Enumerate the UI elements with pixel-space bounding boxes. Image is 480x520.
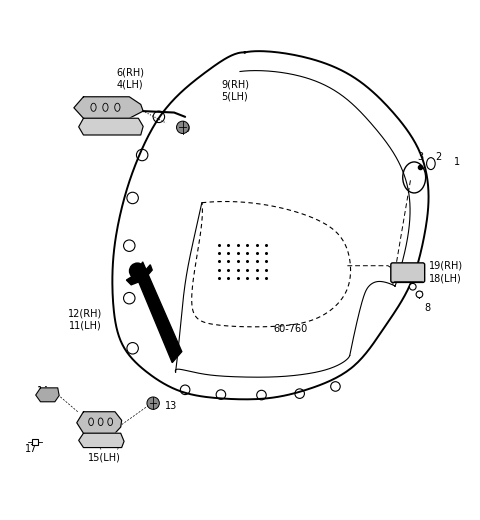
Text: 13: 13 [165,400,177,411]
Text: 3: 3 [417,152,423,162]
Text: 60-760: 60-760 [273,324,307,334]
Polygon shape [126,265,152,285]
Text: 19(RH)
18(LH): 19(RH) 18(LH) [429,261,463,283]
Polygon shape [36,388,59,402]
Text: 12(RH)
11(LH): 12(RH) 11(LH) [68,308,102,331]
Polygon shape [79,118,143,135]
Text: 9(RH)
5(LH): 9(RH) 5(LH) [221,80,249,102]
Circle shape [147,397,159,409]
Polygon shape [77,412,121,433]
Text: 7: 7 [416,291,422,301]
Text: 1: 1 [454,157,460,167]
Text: 16(RH)
15(LH): 16(RH) 15(LH) [87,440,121,462]
Text: 14: 14 [37,386,49,396]
Text: 6(RH)
4(LH): 6(RH) 4(LH) [116,68,144,90]
FancyBboxPatch shape [391,263,425,282]
Text: 10: 10 [179,124,191,134]
Circle shape [409,283,416,290]
Text: 17: 17 [25,444,37,453]
Text: 8: 8 [424,303,431,313]
Text: 2: 2 [435,152,441,162]
Circle shape [177,121,189,134]
Circle shape [129,263,146,280]
Circle shape [416,291,423,298]
Polygon shape [74,97,143,118]
Polygon shape [136,262,182,362]
Polygon shape [79,433,124,448]
